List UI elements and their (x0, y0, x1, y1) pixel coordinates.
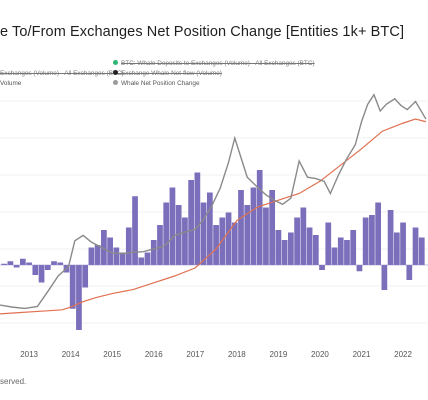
net-position-bar (269, 190, 276, 265)
net-position-bar (356, 265, 363, 272)
net-position-bar (132, 196, 138, 265)
legend-all-exchanges[interactable]: Exchanges (Volume) - All Exchanges (BTC) (0, 70, 124, 77)
net-position-bar (144, 252, 151, 265)
net-position-bar (400, 222, 406, 265)
net-position-bar (157, 225, 163, 265)
grid-lines (0, 100, 428, 324)
price-line (0, 93, 427, 310)
net-position-bar (206, 192, 213, 265)
footer-copyright: served. (0, 377, 27, 386)
net-position-bar (256, 170, 263, 265)
net-position-bar (306, 227, 313, 265)
x-tick-label: 2022 (394, 350, 412, 359)
x-tick-label: 2014 (62, 350, 80, 359)
net-position-bar (150, 240, 157, 265)
net-position-bar (406, 265, 413, 280)
x-tick-label: 2021 (353, 350, 371, 359)
legend-whale-net-position[interactable]: Whale Net Position Change (113, 79, 200, 87)
legend-dot-icon (113, 79, 118, 85)
net-position-bar (312, 235, 319, 265)
x-tick-label: 2019 (270, 350, 288, 359)
net-position-bar (344, 240, 350, 265)
net-position-bar (175, 205, 182, 265)
net-position-bar (57, 262, 64, 265)
net-position-bar (325, 222, 332, 265)
net-position-bar (331, 247, 338, 265)
net-position-bar (200, 202, 207, 265)
net-position-bar (238, 190, 244, 265)
net-position-bar (182, 217, 188, 265)
net-position-bar (393, 232, 400, 265)
net-position-bar (231, 222, 238, 265)
net-position-bar (244, 205, 251, 265)
net-position-bar (1, 263, 8, 265)
net-position-bar (38, 265, 45, 283)
net-position-bar (337, 237, 344, 265)
x-tick-label: 2020 (311, 350, 329, 359)
legend-volume[interactable]: Volume (0, 80, 21, 87)
net-position-bar (194, 172, 201, 265)
net-position-bar (350, 230, 357, 265)
net-position-bar (213, 225, 219, 265)
net-position-bar (294, 217, 300, 265)
net-position-bar (88, 247, 95, 265)
net-position-bar (19, 258, 26, 265)
x-axis-ticks: 2013 2014 2015 2016 2017 2018 2019 2020 2021 2022 (20, 350, 412, 359)
net-position-bar (44, 265, 51, 270)
legend-dot-icon (113, 59, 118, 65)
chart-title: e To/From Exchanges Net Position Change … (0, 24, 405, 40)
net-position-bar (188, 180, 195, 265)
net-position-bar (51, 261, 57, 265)
net-position-bar (275, 230, 282, 265)
legend-all-exchanges-label: Exchanges (Volume) - All Exchanges (BTC) (0, 70, 124, 77)
net-position-bar (125, 227, 132, 265)
legend-whale-deposits[interactable]: BTC: Whale Deposits to Exchanges (Volume… (113, 59, 315, 67)
net-position-bar (381, 265, 388, 290)
x-tick-label: 2013 (20, 350, 38, 359)
net-position-bar (26, 262, 32, 265)
net-position-bar (69, 265, 76, 309)
net-position-bar (32, 265, 39, 275)
net-position-bar (82, 265, 89, 288)
net-position-bar (288, 232, 294, 265)
net-position-bar (300, 207, 307, 265)
legend-whale-net-flow-label: Exchange Whale Net-flow (Volume) (121, 70, 222, 77)
net-position-bar (418, 237, 425, 265)
net-position-bar (319, 265, 325, 270)
net-position-bars (1, 170, 425, 330)
net-position-bar (163, 202, 170, 265)
x-tick-label: 2016 (145, 350, 163, 359)
net-position-bar (13, 265, 20, 268)
net-position-bar (387, 210, 394, 265)
legend-whale-net-position-label: Whale Net Position Change (121, 80, 200, 87)
moving-average-line (0, 118, 427, 315)
net-position-bar (101, 230, 107, 265)
legend-whale-deposits-label: BTC: Whale Deposits to Exchanges (Volume… (121, 60, 315, 67)
x-tick-label: 2017 (186, 350, 204, 359)
net-position-bar (281, 240, 288, 265)
x-tick-label: 2015 (103, 350, 121, 359)
net-position-bar (119, 252, 126, 265)
net-position-bar (76, 265, 82, 330)
net-position-bar (369, 215, 375, 265)
net-position-bar (225, 212, 232, 265)
net-position-bar (7, 261, 14, 265)
net-position-bar (263, 207, 269, 265)
legend-dot-icon (113, 69, 118, 75)
legend-whale-net-flow[interactable]: Exchange Whale Net-flow (Volume) (113, 69, 222, 77)
net-position-bar (113, 247, 120, 265)
x-tick-label: 2018 (228, 350, 246, 359)
net-position-bar (94, 245, 101, 265)
net-position-bar (169, 187, 176, 265)
net-position-bar (375, 202, 381, 265)
net-position-bar (138, 257, 145, 265)
legend-volume-label: Volume (0, 80, 22, 87)
net-position-bar (412, 227, 419, 265)
net-position-bar (250, 187, 257, 265)
net-position-bar (362, 217, 369, 265)
